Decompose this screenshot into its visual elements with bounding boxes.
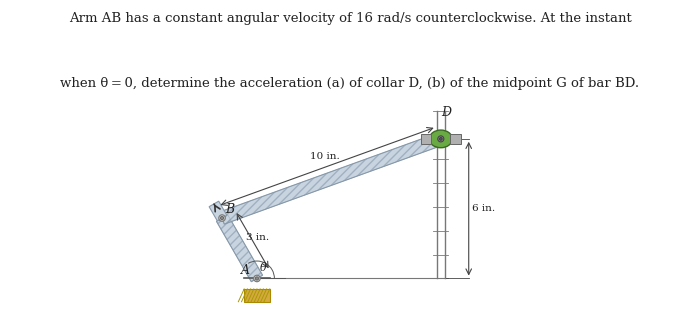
Polygon shape [209,201,227,221]
Text: 10 in.: 10 in. [310,152,340,161]
Text: D: D [442,106,452,119]
Circle shape [253,275,260,282]
Bar [421,134,431,144]
Polygon shape [220,133,443,224]
Bar [450,134,461,144]
Text: θ: θ [260,263,267,273]
Bar [244,289,270,302]
Circle shape [440,137,442,140]
Circle shape [256,277,258,280]
Text: A: A [241,264,250,277]
Polygon shape [216,215,262,282]
Text: Arm AB has a constant angular velocity of 16 rad/s counterclockwise. At the inst: Arm AB has a constant angular velocity o… [69,12,631,25]
Text: 6 in.: 6 in. [473,204,496,213]
Circle shape [438,136,444,142]
Text: when θ = 0, determine the acceleration (a) of collar D, (b) of the midpoint G of: when θ = 0, determine the acceleration (… [60,77,640,90]
Ellipse shape [429,130,452,148]
Text: B: B [225,203,234,216]
Text: 3 in.: 3 in. [246,233,270,242]
Circle shape [220,216,224,220]
Circle shape [219,215,225,221]
